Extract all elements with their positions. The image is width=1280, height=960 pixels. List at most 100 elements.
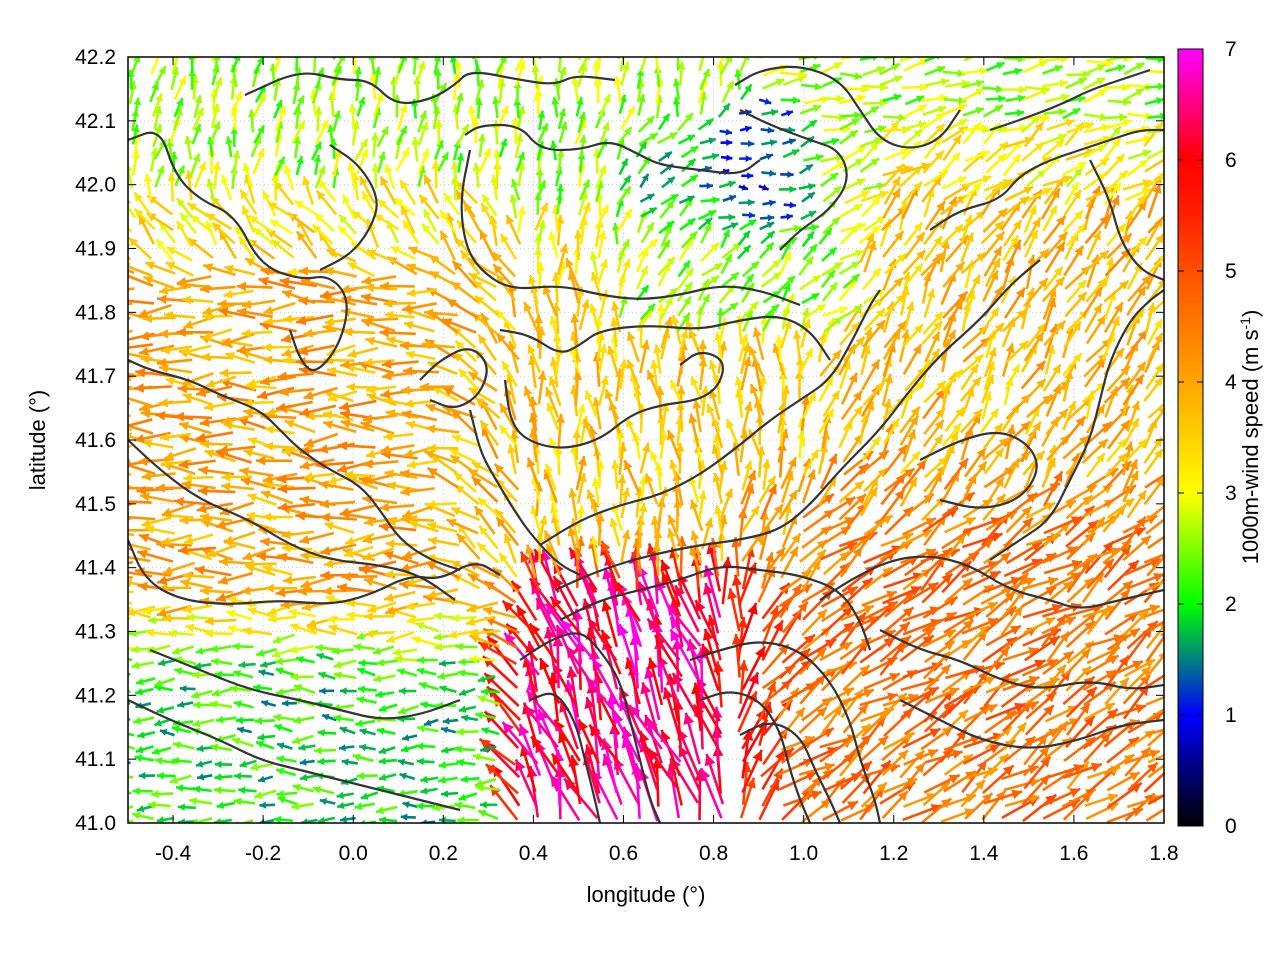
wind-vector: [1002, 647, 1040, 662]
wind-vector: [1107, 559, 1140, 591]
wind-vector: [162, 613, 194, 623]
wind-vector: [1127, 761, 1159, 792]
wind-vector: [458, 687, 476, 696]
wind-vector: [400, 744, 420, 753]
wind-vector: [190, 817, 213, 823]
wind-vector: [151, 746, 172, 755]
wind-vector: [1122, 534, 1152, 562]
wind-vector: [451, 614, 477, 623]
wind-vector: [455, 532, 481, 560]
wind-vector: [477, 695, 501, 706]
wind-vector: [156, 816, 175, 823]
wind-vector: [276, 742, 293, 750]
wind-vector: [1107, 660, 1144, 679]
wind-vector: [822, 800, 859, 822]
wind-vector: [1064, 647, 1092, 677]
wind-vector: [901, 458, 928, 491]
colorbar-title-sup: -1: [1237, 317, 1253, 330]
wind-vector: [363, 516, 398, 527]
wind-vector: [1143, 674, 1164, 690]
wind-vector: [289, 644, 315, 654]
wind-vector: [942, 533, 967, 563]
wind-vector: [255, 740, 275, 750]
x-tick-label: 1.4: [969, 842, 999, 865]
wind-vector: [880, 532, 914, 548]
wind-vector: [128, 413, 132, 418]
wind-vector: [312, 785, 335, 795]
wind-vector: [427, 536, 460, 547]
y-tick-label: 41.0: [75, 812, 116, 835]
wind-vector: [213, 786, 236, 795]
wind-vector: [318, 480, 354, 492]
wind-vector: [378, 746, 396, 755]
wind-vector: [739, 777, 756, 819]
wind-vector: [299, 531, 335, 545]
wind-vector: [132, 716, 155, 725]
wind-vector: [322, 586, 358, 596]
wind-vector: [339, 726, 356, 735]
wind-vector: [741, 57, 743, 58]
wind-vector: [1145, 807, 1164, 822]
wind-vector: [210, 657, 233, 666]
wind-vector: [200, 586, 233, 596]
wind-vector: [397, 758, 414, 766]
wind-vector: [667, 528, 679, 560]
wind-vector: [438, 816, 456, 823]
x-tick-label: 0.8: [699, 842, 728, 865]
wind-vector: [182, 571, 215, 581]
wind-vector: [601, 599, 619, 648]
wind-vector: [378, 522, 417, 532]
wind-vector: [782, 600, 809, 634]
wind-vector: [584, 744, 601, 794]
wind-vector: [128, 401, 131, 405]
wind-vector: [478, 525, 499, 550]
wind-vector: [210, 644, 232, 653]
wind-vector: [644, 666, 661, 721]
wind-vector: [418, 681, 439, 691]
wind-vector: [638, 730, 659, 779]
wind-vector: [358, 743, 376, 752]
wind-vector: [132, 787, 153, 795]
wind-vector: [339, 504, 376, 517]
wind-vector: [1043, 515, 1083, 535]
wind-vector: [343, 545, 374, 558]
wind-vector: [277, 502, 316, 512]
wind-vector: [1005, 505, 1033, 534]
wind-vector: [568, 488, 578, 521]
x-tick-label: 1.0: [789, 842, 818, 865]
wind-vector: [901, 517, 937, 536]
wind-vector: [818, 476, 838, 506]
wind-vector: [293, 715, 315, 724]
x-tick-label: 0.6: [609, 842, 638, 865]
wind-vector: [1065, 519, 1100, 548]
wind-vector: [731, 574, 744, 620]
wind-vector: [1126, 489, 1148, 519]
wind-vector: [644, 473, 659, 505]
wind-vector: [617, 474, 627, 507]
wind-vector: [298, 743, 316, 751]
wind-vector: [426, 466, 459, 489]
wind-vector: [255, 647, 277, 657]
wind-vector: [538, 57, 542, 60]
wind-vector: [963, 703, 998, 723]
wind-vector: [156, 771, 176, 780]
wind-vector: [1042, 650, 1075, 676]
wind-vector: [882, 585, 923, 605]
wind-vector: [923, 663, 952, 692]
wind-vector: [1043, 559, 1083, 575]
colorbar-title-main: 1000m-wind speed (m s: [1238, 330, 1263, 565]
wind-vector: [822, 496, 856, 519]
wind-vector: [440, 726, 457, 734]
wind-vector: [262, 512, 293, 522]
wind-vector: [727, 588, 741, 632]
wind-vector: [1083, 732, 1112, 764]
wind-vector: [1143, 608, 1164, 619]
wind-vector: [217, 571, 253, 585]
wind-vector: [291, 802, 314, 811]
colorbar-tick-label: 3: [1225, 482, 1237, 505]
wind-vector: [1024, 635, 1061, 662]
wind-vector: [479, 801, 498, 809]
wind-vector: [174, 667, 196, 676]
wind-vector: [362, 532, 397, 544]
wind-vector: [376, 658, 399, 667]
